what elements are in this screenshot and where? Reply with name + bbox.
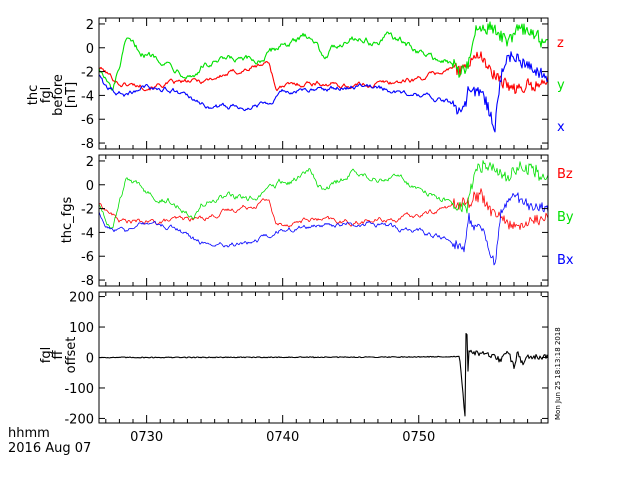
- ylabel-offset-line1: fgl: [39, 347, 54, 363]
- xtick-label: 0750: [402, 430, 435, 445]
- series-line-bx-panel2: [98, 192, 549, 266]
- series-line-bz-panel2: [98, 188, 549, 231]
- legend-y: y: [557, 78, 565, 93]
- xaxis-unit-label: hhmm: [8, 426, 50, 441]
- ytick-label-panel3: -200: [64, 412, 94, 427]
- ytick-label-panel2: -8: [81, 274, 94, 289]
- series-line-y-panel1: [98, 21, 549, 91]
- ytick-label-panel1: -6: [81, 113, 94, 128]
- ylabel-fgl-before-line2: fgl: [39, 87, 54, 103]
- ytick-label-panel2: -6: [81, 250, 94, 265]
- ytick-label-panel1: -4: [81, 89, 94, 104]
- panel-fgl-before: -8 -6 -4 -2 0 2 thc fgl before [nT] z y x: [26, 17, 565, 152]
- panel-fgl-ff-offset: -200 -100 0 100 200 fgl ff offset Mon Jun 25…: [39, 291, 562, 428]
- ytick-label-panel1: 0: [86, 42, 94, 57]
- ytick-label-panel1: -2: [81, 66, 94, 81]
- ylabel-fgl-before-line4: [nT]: [64, 82, 79, 108]
- legend-z: z: [557, 36, 564, 51]
- series-line-by-panel2: [98, 160, 549, 229]
- legend-bx: Bx: [557, 253, 574, 268]
- ytick-label-panel3: -100: [64, 382, 94, 397]
- ytick-label-panel3: 100: [69, 321, 94, 336]
- ytick-label-panel2: 0: [86, 179, 94, 194]
- legend-x: x: [557, 120, 565, 135]
- ylabel-fgl-before-line3: before: [51, 74, 66, 116]
- xaxis-date-label: 2016 Aug 07: [8, 441, 91, 456]
- ylabel-fgl-before-line1: thc: [26, 85, 41, 105]
- ytick-label-panel1: -8: [81, 137, 94, 152]
- ytick-label-panel3: 200: [69, 291, 94, 306]
- ylabel-offset-line2: ff: [51, 349, 66, 359]
- panel-fgs: -8 -6 -4 -2 0 2 thc_fgs Bz By Bx: [60, 154, 574, 289]
- series-line-x-panel1: [98, 51, 549, 133]
- ylabel-offset-line3: offset: [64, 337, 79, 374]
- legend-bz: Bz: [557, 167, 573, 182]
- x-axis: 0730 0740 0750: [130, 430, 435, 445]
- timestamp: Mon Jun 25 18:13:18 2018: [554, 327, 562, 420]
- xtick-label: 0740: [266, 430, 299, 445]
- xtick-label: 0730: [130, 430, 163, 445]
- ytick-label-panel1: 2: [86, 18, 94, 33]
- ytick-label-panel3: 0: [86, 352, 94, 367]
- ytick-label-panel2: -4: [81, 226, 94, 241]
- ytick-label-panel2: 2: [86, 155, 94, 170]
- legend-by: By: [557, 210, 574, 225]
- series-line-z-panel1: [98, 51, 549, 94]
- series-line-offset-panel3: [98, 332, 549, 417]
- ytick-label-panel2: -2: [81, 203, 94, 218]
- ylabel-fgs: thc_fgs: [60, 196, 75, 243]
